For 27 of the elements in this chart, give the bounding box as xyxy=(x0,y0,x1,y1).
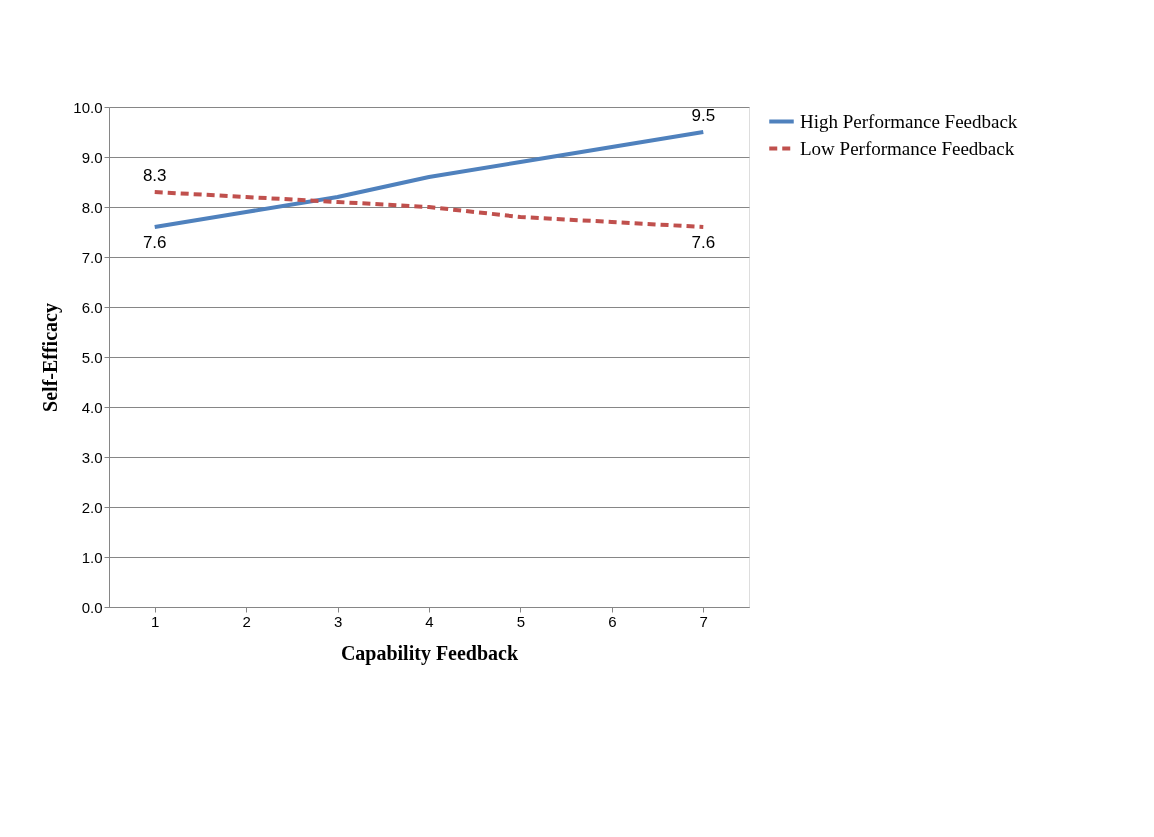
y-axis-title: Self-Efficacy xyxy=(39,303,63,412)
x-tick-label: 6 xyxy=(608,612,617,630)
line-series xyxy=(152,190,706,229)
y-tick-label: 0.0 xyxy=(81,598,103,616)
x-tick-label: 3 xyxy=(333,612,343,630)
data-label: 8.3 xyxy=(142,166,167,185)
y-tick-label: 2.0 xyxy=(81,498,103,516)
y-tick-label: 7.0 xyxy=(81,248,103,266)
x-tick-label: 4 xyxy=(425,612,434,630)
y-tick-label: 8.0 xyxy=(81,198,103,216)
y-tick-label: 1.0 xyxy=(81,548,103,566)
y-tick-label: 9.0 xyxy=(81,148,103,166)
x-tick-label: 2 xyxy=(242,612,251,630)
y-tick-label: 3.0 xyxy=(81,448,103,466)
y-tick-label: 10.0 xyxy=(73,98,103,116)
y-tick-label: 4.0 xyxy=(81,398,103,416)
data-label: 9.5 xyxy=(691,106,716,125)
y-tick-label: 5.0 xyxy=(81,348,103,366)
legend-label: Low Performance Feedback xyxy=(800,137,1015,159)
y-tick-label: 6.0 xyxy=(81,298,103,316)
data-label: 7.6 xyxy=(142,233,167,252)
x-tick-label: 1 xyxy=(151,612,160,630)
x-tick-label: 5 xyxy=(516,612,526,630)
x-axis-title: Capability Feedback xyxy=(340,641,519,665)
legend-label: High Performance Feedback xyxy=(800,110,1018,132)
x-tick-label: 7 xyxy=(699,612,708,630)
data-label: 7.6 xyxy=(691,233,716,252)
